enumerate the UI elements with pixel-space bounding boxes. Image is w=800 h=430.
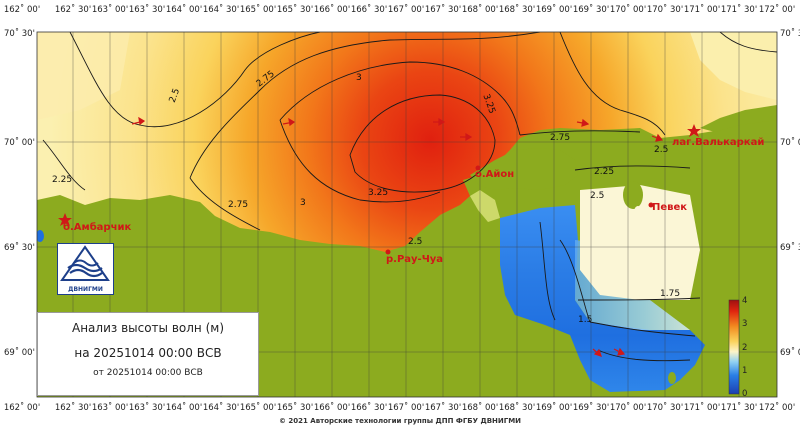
svg-text:3: 3: [742, 319, 747, 329]
contour-label: 2.5: [408, 237, 422, 247]
svg-text:163˚ 30': 163˚ 30': [129, 402, 165, 413]
wave-logo-icon: [60, 245, 110, 281]
svg-text:167˚ 30': 167˚ 30': [425, 4, 461, 15]
place-label-ayon: о.Айон: [475, 169, 514, 180]
svg-text:70˚ 0: 70˚ 0: [780, 137, 800, 148]
map-title: Анализ высоты волн (м): [72, 321, 224, 335]
ayon-island: [470, 148, 578, 190]
contour-label: 2.5: [590, 191, 604, 201]
svg-text:166˚ 30': 166˚ 30': [351, 402, 387, 413]
issued-date: от 20251014 00:00 ВСВ: [93, 368, 203, 378]
svg-text:70˚ 00': 70˚ 00': [4, 137, 35, 148]
svg-text:166˚ 00': 166˚ 00': [314, 402, 350, 413]
contour-label: 1.5: [578, 315, 592, 325]
svg-text:167˚ 00': 167˚ 00': [388, 402, 424, 413]
svg-text:171˚ 30': 171˚ 30': [721, 402, 757, 413]
svg-text:69˚ 30': 69˚ 30': [4, 242, 35, 253]
svg-text:165˚ 00': 165˚ 00': [240, 402, 276, 413]
svg-text:166˚ 30': 166˚ 30': [351, 4, 387, 15]
svg-text:172˚ 00': 172˚ 00': [759, 402, 795, 413]
svg-text:163˚ 00': 163˚ 00': [92, 4, 128, 15]
svg-text:163˚ 30': 163˚ 30': [129, 4, 165, 15]
place-label-pevek: Певек: [652, 202, 687, 213]
svg-text:162˚ 30': 162˚ 30': [55, 402, 91, 413]
right-tick-labels: 70˚ 3 70˚ 0 69˚ 3 69˚ 0: [780, 28, 800, 358]
svg-text:162˚ 00': 162˚ 00': [4, 4, 40, 15]
place-label-valkarkay: лаг.Валькаркай: [672, 137, 764, 148]
svg-text:172˚ 00': 172˚ 00': [759, 4, 795, 15]
svg-text:69˚ 00': 69˚ 00': [4, 347, 35, 358]
svg-text:70˚ 3: 70˚ 3: [780, 28, 800, 39]
svg-text:0: 0: [742, 389, 747, 399]
svg-text:167˚ 00': 167˚ 00': [388, 4, 424, 15]
contours: [42, 32, 777, 362]
svg-text:69˚ 0: 69˚ 0: [780, 347, 800, 358]
analysis-date: на 20251014 00:00 ВСВ: [74, 346, 222, 360]
svg-text:162˚ 30': 162˚ 30': [55, 4, 91, 15]
svg-text:2: 2: [742, 343, 747, 353]
top-tick-labels: 162˚ 00' 162˚ 30' 163˚ 00' 163˚ 30' 164˚…: [4, 4, 795, 15]
svg-text:164˚ 00': 164˚ 00': [166, 4, 202, 15]
svg-text:165˚ 30': 165˚ 30': [277, 402, 313, 413]
contour-label: 2.25: [52, 175, 72, 185]
contour-label: 1.75: [660, 289, 680, 299]
place-markers: [58, 124, 701, 255]
contour-label: 3: [300, 198, 306, 208]
wind-arrows: [131, 116, 664, 357]
svg-text:163˚ 00': 163˚ 00': [92, 402, 128, 413]
svg-text:168˚ 00': 168˚ 00': [462, 402, 498, 413]
svg-text:170˚ 30': 170˚ 30': [647, 402, 683, 413]
svg-text:4: 4: [742, 296, 747, 306]
svg-text:170˚ 00': 170˚ 00': [610, 4, 646, 15]
contour-label: 2.5: [168, 87, 182, 104]
svg-text:171˚ 00': 171˚ 00': [684, 4, 720, 15]
contour-label: 2.75: [228, 200, 248, 210]
svg-text:165˚ 30': 165˚ 30': [277, 4, 313, 15]
svg-text:168˚ 00': 168˚ 00': [462, 4, 498, 15]
svg-text:168˚ 30': 168˚ 30': [499, 4, 535, 15]
svg-text:162˚ 00': 162˚ 00': [4, 402, 40, 413]
svg-text:169˚ 00': 169˚ 00': [536, 4, 572, 15]
svg-text:166˚ 00': 166˚ 00': [314, 4, 350, 15]
map-frame: [36, 31, 778, 398]
chaun-bay: [500, 205, 705, 392]
colorbar-tick-labels: 4 3 2 1 0: [742, 296, 747, 399]
left-tick-labels: 70˚ 30' 70˚ 00' 69˚ 30' 69˚ 00': [4, 28, 35, 358]
svg-text:167˚ 30': 167˚ 30': [425, 402, 461, 413]
svg-text:164˚ 30': 164˚ 30': [203, 4, 239, 15]
dvnigmi-logo: ДВНИГМИ: [57, 243, 114, 295]
place-label-rau-chua: р.Рау-Чуа: [386, 254, 443, 265]
svg-text:170˚ 30': 170˚ 30': [647, 4, 683, 15]
svg-text:169˚ 00': 169˚ 00': [536, 402, 572, 413]
svg-text:169˚ 30': 169˚ 30': [573, 4, 609, 15]
svg-text:165˚ 00': 165˚ 00': [240, 4, 276, 15]
svg-text:164˚ 00': 164˚ 00': [166, 402, 202, 413]
copyright-text: © 2021 Авторские технологии группы ДПП Ф…: [278, 417, 522, 425]
svg-text:164˚ 30': 164˚ 30': [203, 402, 239, 413]
contour-label: 2.75: [550, 133, 570, 143]
logo-caption: ДВНИГМИ: [68, 286, 103, 293]
svg-text:171˚ 30': 171˚ 30': [721, 4, 757, 15]
svg-text:69˚ 3: 69˚ 3: [780, 242, 800, 253]
svg-text:171˚ 00': 171˚ 00': [684, 402, 720, 413]
svg-text:170˚ 00': 170˚ 00': [610, 402, 646, 413]
bottom-tick-labels: 162˚ 00' 162˚ 30' 163˚ 00' 163˚ 30' 164˚…: [4, 402, 795, 413]
colorbar: [728, 299, 740, 395]
place-label-ambarchik: б.Амбарчик: [63, 221, 131, 233]
contour-label: 2.25: [594, 167, 614, 177]
svg-text:169˚ 30': 169˚ 30': [573, 402, 609, 413]
info-box: Анализ высоты волн (м) на 20251014 00:00…: [37, 312, 259, 396]
svg-text:1: 1: [742, 366, 747, 376]
contour-label: 3.25: [368, 188, 388, 198]
contour-label: 3: [356, 73, 362, 83]
svg-text:70˚ 30': 70˚ 30': [4, 28, 35, 39]
svg-text:168˚ 30': 168˚ 30': [499, 402, 535, 413]
contour-label: 2.5: [654, 145, 668, 155]
